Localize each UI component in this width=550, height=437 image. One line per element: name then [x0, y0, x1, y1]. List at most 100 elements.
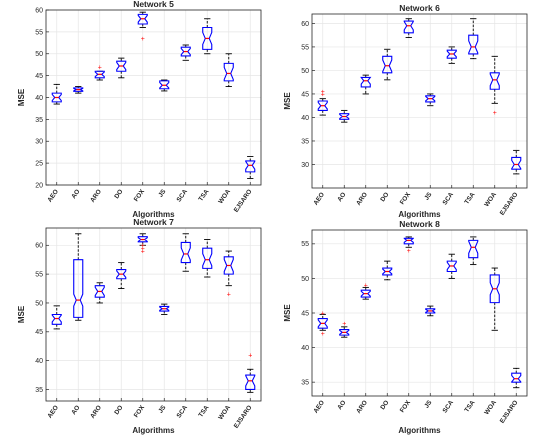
box-FOX: + [403, 236, 414, 255]
box-ARO: + [94, 64, 105, 81]
chart-title: Network 5 [133, 0, 174, 9]
y-axis-label: MSE [17, 305, 26, 323]
chart-panel-1: + +20 25 30 35 40 45 50 55 60 AEO AO ARO DO FOX JS SCA TS… [17, 0, 262, 219]
x-tick-label-EJSARO: EJSARO [499, 191, 520, 217]
box-SCA [180, 233, 191, 272]
outlier-point: + [321, 89, 325, 96]
x-tick-label-AO: AO [336, 191, 347, 203]
box-body [403, 237, 414, 245]
x-tick-label-AO: AO [70, 404, 81, 416]
x-tick-label-TSA: TSA [463, 399, 476, 414]
x-tick-label-ARO: ARO [89, 404, 103, 420]
chart-title: Network 8 [399, 219, 440, 229]
box-TSA [468, 18, 479, 60]
y-tick-label: 35 [35, 117, 43, 124]
box-body [180, 46, 191, 57]
box-body [223, 256, 234, 275]
box-body [223, 62, 234, 82]
x-axis-label: Algorithms [398, 426, 441, 435]
x-tick-label-EJSARO: EJSARO [233, 188, 254, 214]
x-tick-label-FOX: FOX [133, 188, 147, 203]
outlier-point: + [141, 246, 145, 253]
x-tick-label-TSA: TSA [463, 191, 476, 206]
outlier-point: + [98, 64, 102, 71]
box-AO: + [339, 321, 350, 338]
x-tick-label-TSA: TSA [197, 404, 210, 419]
box-WOA: + [223, 250, 234, 299]
y-tick-label: 40 [35, 95, 43, 102]
outlier-point: + [321, 331, 325, 338]
box-body [446, 260, 457, 273]
box-ARO [94, 282, 105, 304]
plot-frame [45, 227, 262, 402]
x-tick-label-WOA: WOA [483, 191, 498, 208]
box-AEO: ++ [317, 310, 328, 338]
y-tick-label: 45 [35, 73, 43, 80]
y-tick-label: 30 [301, 162, 309, 169]
chart-title: Network 6 [399, 3, 440, 13]
outlier-point: + [321, 91, 325, 98]
y-tick-label: 60 [35, 7, 43, 14]
x-tick-label-FOX: FOX [133, 404, 147, 419]
outlier-point: + [342, 321, 346, 328]
x-tick-label-SCA: SCA [442, 191, 456, 206]
y-tick-label: 55 [301, 44, 309, 51]
box-SCA [180, 44, 191, 61]
y-tick-label: 55 [35, 272, 43, 279]
box-body [489, 274, 500, 304]
x-tick-label-ARO: ARO [355, 399, 369, 415]
y-axis-label: MSE [283, 92, 292, 110]
chart-title: Network 7 [133, 217, 174, 227]
box-JS [425, 93, 436, 107]
box-body [360, 289, 371, 298]
y-tick-label: 45 [301, 91, 309, 98]
box-body [425, 95, 436, 103]
box-DO [382, 48, 393, 81]
box-WOA [223, 53, 234, 88]
box-body [73, 259, 84, 318]
x-tick-label-FOX: FOX [399, 399, 413, 414]
box-body [468, 34, 479, 55]
x-axis-label: Algorithms [398, 210, 441, 219]
box-body [511, 156, 522, 170]
x-tick-label-AEO: AEO [46, 188, 60, 203]
x-tick-label-AO: AO [336, 399, 347, 411]
x-tick-label-AEO: AEO [312, 191, 326, 206]
x-tick-label-SCA: SCA [442, 399, 456, 414]
y-tick-label: 55 [35, 29, 43, 36]
x-tick-label-AEO: AEO [46, 404, 60, 419]
box-FOX [403, 18, 414, 38]
box-body [317, 100, 328, 111]
box-body [137, 236, 148, 243]
x-tick-label-ARO: ARO [355, 191, 369, 207]
x-tick-label-WOA: WOA [483, 399, 498, 416]
box-body [73, 87, 84, 92]
y-tick-label: 60 [35, 243, 43, 250]
x-axis-label: Algorithms [132, 210, 175, 219]
outlier-point: + [141, 243, 145, 250]
box-AO [339, 109, 350, 123]
outlier-point: + [321, 310, 325, 317]
x-tick-label-SCA: SCA [176, 404, 190, 419]
y-axis-label: MSE [17, 88, 26, 106]
y-tick-label: 35 [301, 138, 309, 145]
box-body [137, 13, 148, 25]
x-tick-label-EJSARO: EJSARO [233, 404, 254, 430]
outlier-point: + [141, 36, 145, 43]
box-body [403, 20, 414, 34]
y-tick-label: 35 [301, 380, 309, 387]
plot-frame [311, 13, 528, 189]
y-tick-label: 30 [35, 139, 43, 146]
box-AO [73, 86, 84, 94]
box-body [489, 72, 500, 90]
y-tick-label: 40 [301, 345, 309, 352]
x-tick-label-DO: DO [113, 404, 124, 416]
box-body [446, 49, 457, 59]
x-tick-label-SCA: SCA [176, 188, 190, 203]
box-ARO: + [360, 283, 371, 300]
x-tick-label-FOX: FOX [399, 191, 413, 206]
box-body [245, 160, 256, 173]
x-tick-label-DO: DO [113, 188, 124, 200]
y-tick-label: 50 [301, 276, 309, 283]
